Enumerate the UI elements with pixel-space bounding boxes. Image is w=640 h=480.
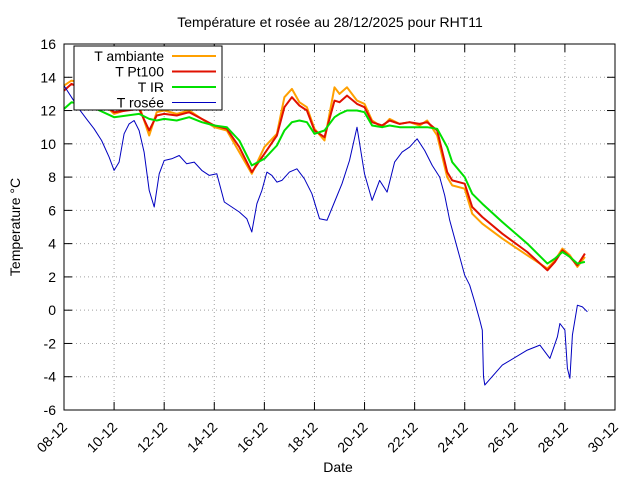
x-tick-label: 20-12 bbox=[334, 419, 371, 456]
y-tick-label: 6 bbox=[48, 202, 56, 218]
y-axis-label: Temperature °C bbox=[7, 178, 23, 276]
x-tick-label: 16-12 bbox=[234, 419, 271, 456]
series-layer bbox=[63, 79, 588, 386]
y-tick-label: 4 bbox=[48, 236, 56, 252]
series-line-3 bbox=[63, 101, 586, 265]
x-tick-label: 22-12 bbox=[384, 419, 421, 456]
y-tick-label: 2 bbox=[48, 269, 56, 285]
x-tick-label: 30-12 bbox=[584, 419, 621, 456]
x-tick-label: 28-12 bbox=[534, 419, 571, 456]
x-tick-label: 14-12 bbox=[184, 419, 221, 456]
legend-label: T rosée bbox=[117, 95, 164, 111]
y-tick-label: 8 bbox=[48, 169, 56, 185]
series-line-1 bbox=[63, 79, 586, 270]
series-line-2 bbox=[63, 82, 586, 272]
y-tick-label: 14 bbox=[40, 69, 56, 85]
legend-label: T Pt100 bbox=[115, 64, 164, 80]
y-tick-label: -2 bbox=[44, 335, 57, 351]
plot-frame bbox=[63, 43, 616, 411]
x-tick-label: 18-12 bbox=[284, 419, 321, 456]
y-tick-label: 16 bbox=[40, 36, 56, 52]
x-tick-label: 24-12 bbox=[434, 419, 471, 456]
x-tick-label: 08-12 bbox=[33, 419, 70, 456]
y-tick-label: -6 bbox=[44, 402, 57, 418]
x-tick-label: 26-12 bbox=[484, 419, 521, 456]
y-tick-label: 0 bbox=[48, 302, 56, 318]
x-tick-label: 12-12 bbox=[134, 419, 171, 456]
x-tick-label: 10-12 bbox=[84, 419, 121, 456]
y-tick-label: 10 bbox=[40, 136, 56, 152]
y-tick-label: -4 bbox=[44, 369, 57, 385]
grid bbox=[64, 44, 615, 410]
y-tick-label: 12 bbox=[40, 103, 56, 119]
legend-label: T IR bbox=[138, 79, 164, 95]
series-line-4 bbox=[63, 85, 588, 386]
legend-label: T ambiante bbox=[94, 48, 164, 64]
x-axis-label: Date bbox=[323, 459, 353, 475]
chart-title: Température et rosée au 28/12/2025 pour … bbox=[177, 14, 483, 30]
